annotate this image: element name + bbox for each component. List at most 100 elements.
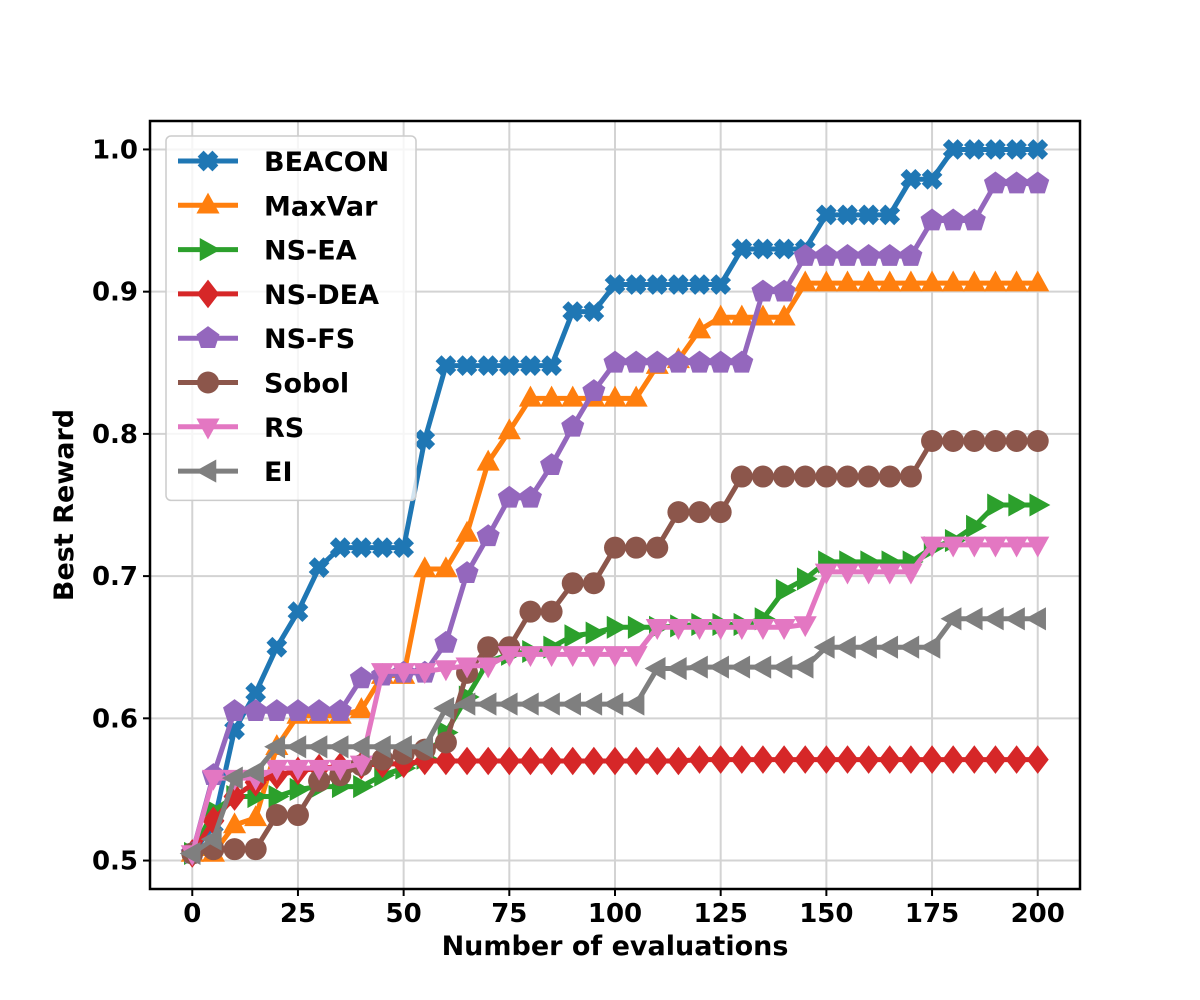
- data-point-sobol: [1005, 430, 1028, 452]
- legend-label: NS-DEA: [264, 280, 379, 311]
- data-point-maxvar: [497, 418, 521, 440]
- data-point-ns-dea: [604, 746, 626, 776]
- data-point-beacon: [287, 601, 309, 623]
- data-point-sobol: [477, 636, 500, 659]
- data-point-ns-ea: [987, 493, 1009, 517]
- data-point-ns-fs: [772, 279, 796, 302]
- data-point-ns-fs: [1005, 171, 1029, 194]
- x-tick-label: 125: [694, 899, 748, 929]
- legend-box: [165, 135, 417, 502]
- data-point-rs: [814, 563, 838, 585]
- data-point-beacon: [710, 274, 732, 295]
- data-point-ns-fs: [561, 414, 585, 437]
- data-point-sobol: [1026, 430, 1049, 452]
- data-point-maxvar: [476, 449, 500, 471]
- legend-label: NS-EA: [264, 236, 357, 267]
- legend: BEACON MaxVar NS-EA NS-DEA NS-FS Sobol RS EI: [165, 135, 417, 502]
- data-point-rs: [497, 646, 521, 667]
- data-point-maxvar: [814, 270, 838, 292]
- data-point-rs: [709, 619, 733, 640]
- data-point-rs: [413, 663, 437, 685]
- data-point-sobol: [984, 430, 1007, 452]
- data-point-ei: [348, 735, 370, 759]
- data-point-rs: [1026, 536, 1050, 558]
- data-point-ei: [1025, 607, 1046, 631]
- data-point-sobol: [667, 501, 690, 524]
- data-point-maxvar: [455, 520, 479, 542]
- data-point-ns-ea: [1029, 493, 1051, 517]
- data-point-rs: [328, 759, 352, 781]
- data-point-beacon: [879, 204, 901, 226]
- data-point-maxvar: [244, 805, 268, 827]
- data-point-beacon: [456, 355, 478, 376]
- legend-marker: [196, 192, 220, 214]
- x-tick-label: 75: [491, 899, 527, 929]
- data-point-ei: [729, 655, 751, 679]
- data-point-rs: [772, 619, 796, 640]
- data-point-ns-dea: [688, 745, 711, 774]
- data-point-maxvar: [835, 270, 860, 292]
- data-point-maxvar: [878, 270, 902, 292]
- data-point-ns-fs: [645, 350, 669, 373]
- data-point-sobol: [730, 465, 753, 488]
- data-point-ns-fs: [582, 379, 606, 402]
- data-point-ns-ea: [585, 621, 607, 645]
- data-point-beacon: [752, 238, 774, 260]
- data-point-ei: [750, 655, 772, 679]
- data-point-rs: [666, 619, 690, 640]
- legend-marker: [197, 150, 219, 172]
- data-point-ns-fs: [265, 699, 289, 722]
- data-point-ei: [665, 657, 687, 681]
- data-point-ei: [285, 735, 307, 759]
- data-point-rs: [201, 769, 225, 791]
- data-point-ns-fs: [751, 279, 775, 302]
- data-point-beacon: [520, 355, 541, 376]
- data-point-beacon: [689, 274, 710, 295]
- data-point-sobol: [604, 536, 626, 559]
- data-point-ei: [898, 635, 920, 659]
- data-point-beacon: [435, 355, 457, 376]
- legend-marker: [196, 418, 220, 440]
- data-point-maxvar: [1005, 270, 1029, 292]
- data-point-ei: [961, 607, 983, 631]
- x-axis-label: Number of evaluations: [442, 931, 789, 962]
- data-point-maxvar: [772, 304, 796, 326]
- data-point-rs: [540, 646, 564, 667]
- legend-label: BEACON: [264, 147, 389, 178]
- data-point-beacon: [604, 274, 626, 295]
- data-point-rs: [561, 646, 585, 667]
- data-point-ei: [771, 655, 793, 679]
- x-tick-label: 25: [280, 899, 316, 929]
- data-point-ns-dea: [730, 745, 753, 774]
- data-point-beacon: [921, 168, 943, 190]
- data-point-sobol: [815, 465, 838, 488]
- data-point-ns-dea: [625, 746, 648, 776]
- data-point-rs: [857, 563, 881, 585]
- data-point-ns-ea: [606, 615, 628, 639]
- data-point-ei: [264, 735, 286, 759]
- data-point-ns-dea: [413, 746, 436, 776]
- data-point-sobol: [265, 804, 288, 827]
- data-point-ns-fs: [434, 630, 458, 653]
- y-tick-label: 1.0: [92, 135, 138, 165]
- data-point-beacon: [583, 301, 605, 322]
- data-point-rs: [983, 536, 1007, 558]
- data-point-rs: [688, 619, 712, 640]
- data-point-maxvar: [709, 304, 733, 326]
- data-point-beacon: [731, 238, 753, 260]
- x-tick-label: 200: [1011, 899, 1065, 929]
- data-point-rs: [603, 646, 627, 667]
- legend-label: MaxVar: [264, 191, 378, 222]
- legend-label: NS-FS: [264, 324, 355, 355]
- data-point-rs: [265, 759, 289, 781]
- data-point-ns-fs: [857, 244, 881, 266]
- data-point-rs: [899, 563, 923, 585]
- data-point-ns-fs: [518, 485, 542, 508]
- data-point-ns-fs: [878, 244, 902, 266]
- data-point-ns-fs: [793, 244, 817, 266]
- data-point-rs: [518, 646, 542, 667]
- series-layer: [179, 139, 1051, 868]
- data-point-sobol: [625, 536, 648, 559]
- data-point-maxvar: [962, 270, 986, 292]
- data-point-maxvar: [920, 270, 944, 292]
